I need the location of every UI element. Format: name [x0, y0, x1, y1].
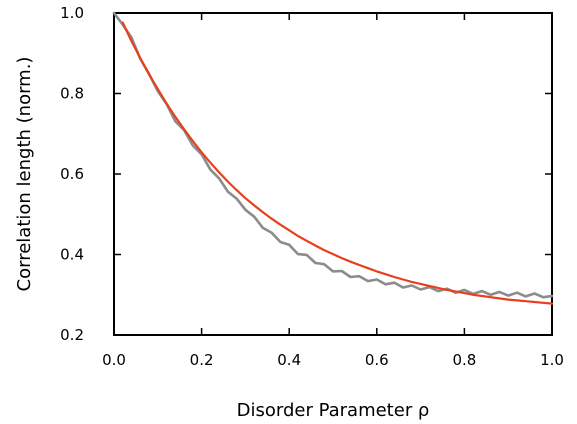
plot-area-border [113, 12, 553, 336]
plot-frame [113, 12, 553, 336]
y-tick-label: 0.6 [60, 165, 84, 183]
x-tick-label: 0.4 [277, 351, 301, 369]
tick-labels: 0.0 0.2 0.4 0.6 0.8 1.0 0.2 0.4 0.6 0.8 1.0 [60, 4, 564, 369]
y-axis-title: Correlation length (norm.) [14, 57, 35, 292]
x-tick-label: 0.0 [102, 351, 126, 369]
series-lines [112, 11, 554, 305]
x-tick-label: 0.8 [452, 351, 476, 369]
y-tick-label: 0.4 [60, 246, 84, 264]
y-tick-label: 0.2 [60, 326, 84, 344]
x-tick-label: 0.6 [365, 351, 389, 369]
y-tick-label: 1.0 [60, 4, 84, 22]
series-line-fit [121, 21, 554, 305]
axis-ticks [113, 12, 553, 336]
x-tick-label: 0.2 [190, 351, 214, 369]
x-tick-label: 1.0 [540, 351, 564, 369]
series-line-measured [112, 11, 554, 299]
y-tick-label: 0.8 [60, 85, 84, 103]
x-axis-title: Disorder Parameter ρ [237, 400, 430, 421]
